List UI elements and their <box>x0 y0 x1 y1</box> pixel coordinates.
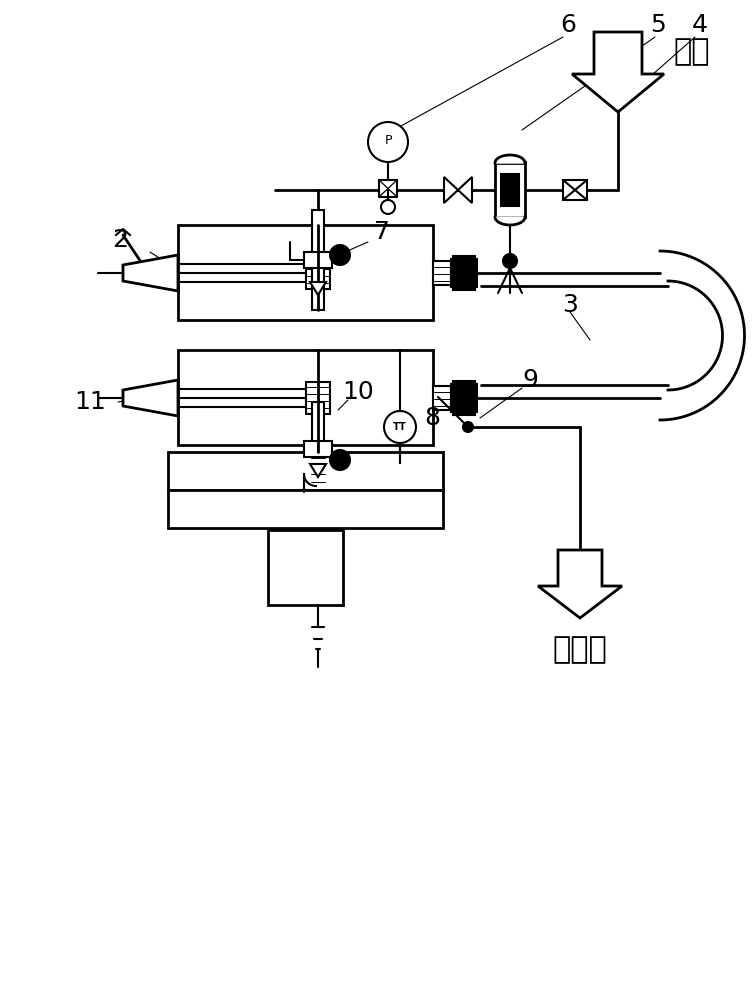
Polygon shape <box>572 32 664 112</box>
Bar <box>495 162 525 217</box>
Polygon shape <box>123 255 178 291</box>
Text: 8: 8 <box>424 406 440 430</box>
Bar <box>178 350 433 445</box>
Text: 4: 4 <box>692 13 708 37</box>
Bar <box>306 382 330 414</box>
Bar <box>433 261 451 285</box>
Bar <box>306 257 330 289</box>
Text: 6: 6 <box>560 13 576 37</box>
Bar <box>563 180 587 200</box>
Bar <box>451 384 477 412</box>
Polygon shape <box>538 550 622 618</box>
Bar <box>312 402 324 457</box>
Text: TT: TT <box>393 422 407 432</box>
Circle shape <box>368 122 408 162</box>
Bar <box>268 530 343 605</box>
Polygon shape <box>444 177 458 203</box>
Text: 蒸汽: 蒸汽 <box>673 37 709 66</box>
Circle shape <box>503 254 517 268</box>
Bar <box>453 256 475 290</box>
Text: 7: 7 <box>374 220 390 244</box>
Polygon shape <box>495 155 525 163</box>
Bar <box>451 259 477 287</box>
Bar <box>312 210 324 310</box>
Circle shape <box>330 450 350 470</box>
Bar <box>178 225 433 320</box>
Bar <box>452 386 474 410</box>
Text: P: P <box>384 134 392 147</box>
Text: 2: 2 <box>112 228 128 252</box>
Circle shape <box>463 422 473 432</box>
Polygon shape <box>495 217 525 225</box>
Bar <box>379 180 397 197</box>
Text: 5: 5 <box>650 13 666 37</box>
Polygon shape <box>123 380 178 416</box>
Polygon shape <box>310 464 326 477</box>
Bar <box>304 252 332 268</box>
Bar <box>168 490 443 528</box>
Text: 9: 9 <box>522 368 538 392</box>
Bar <box>433 386 451 410</box>
Text: 10: 10 <box>342 380 374 404</box>
Bar <box>304 441 332 457</box>
Text: 冷凝水: 冷凝水 <box>553 636 608 664</box>
Circle shape <box>384 411 416 443</box>
Text: 3: 3 <box>562 293 578 317</box>
Circle shape <box>381 200 395 214</box>
Polygon shape <box>310 282 326 295</box>
Bar <box>168 452 443 490</box>
Bar <box>452 261 474 285</box>
Bar <box>453 381 475 415</box>
Text: 11: 11 <box>74 390 106 414</box>
Bar <box>501 174 519 206</box>
Circle shape <box>330 245 350 265</box>
Polygon shape <box>458 177 472 203</box>
